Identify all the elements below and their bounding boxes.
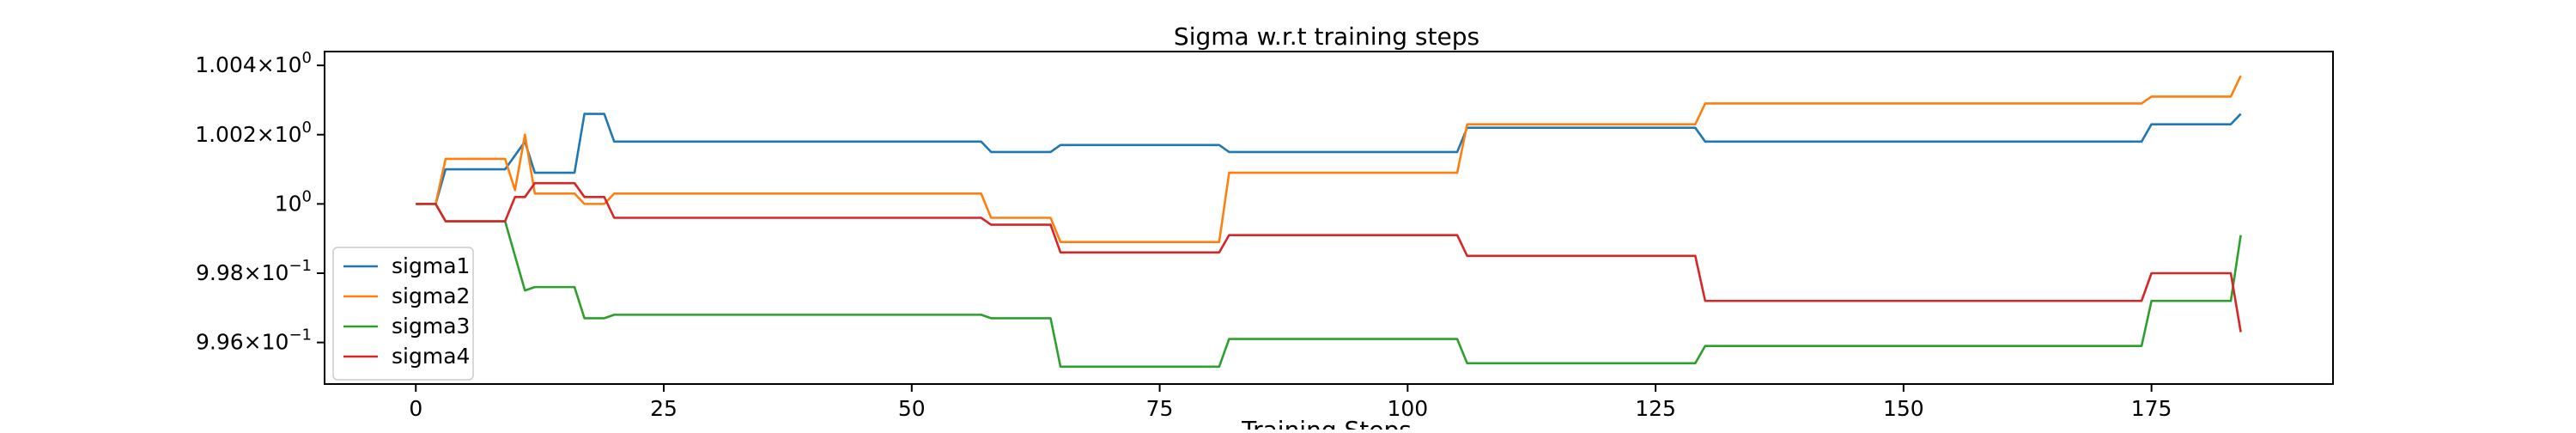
- x-tick-label: 175: [2131, 396, 2172, 421]
- y-tick-label: 1.004×100: [195, 49, 312, 77]
- legend-label-sigma1: sigma1: [392, 253, 470, 278]
- legend: sigma1 sigma2 sigma3 sigma4: [332, 247, 474, 381]
- legend-label-sigma4: sigma4: [392, 344, 470, 369]
- series-layer: [416, 75, 2242, 369]
- x-tick-label: 50: [898, 396, 926, 421]
- legend-label-sigma3: sigma3: [392, 314, 470, 338]
- series-line-sigma2: [416, 75, 2242, 244]
- x-tick-label: 25: [650, 396, 677, 421]
- legend-box: [332, 247, 474, 381]
- x-tick-label: 150: [1883, 396, 1924, 421]
- y-axis: 1.004×100 1.002×100 100 9.98×10−1 9.96×10−1: [195, 49, 325, 355]
- y-tick-label: 100: [275, 187, 312, 216]
- series-line-sigma3: [416, 203, 2242, 369]
- x-tick-label: 100: [1387, 396, 1428, 421]
- legend-label-sigma2: sigma2: [392, 284, 470, 308]
- series-line-sigma4: [416, 181, 2242, 332]
- y-tick-label: 9.96×10−1: [196, 326, 312, 355]
- x-axis: 0 25 50 75 100 125 150 175: [409, 384, 2172, 421]
- y-tick-label: 1.002×100: [195, 119, 312, 147]
- y-tick-label: 9.98×10−1: [196, 257, 312, 285]
- series-line-sigma1: [416, 113, 2242, 205]
- chart-title: Sigma w.r.t training steps: [1174, 22, 1479, 51]
- x-tick-label: 125: [1635, 396, 1676, 421]
- plot-area-frame: [324, 51, 2334, 385]
- x-axis-label: Training Steps: [1241, 416, 1412, 430]
- x-tick-label: 0: [409, 396, 422, 421]
- x-tick-label: 75: [1146, 396, 1174, 421]
